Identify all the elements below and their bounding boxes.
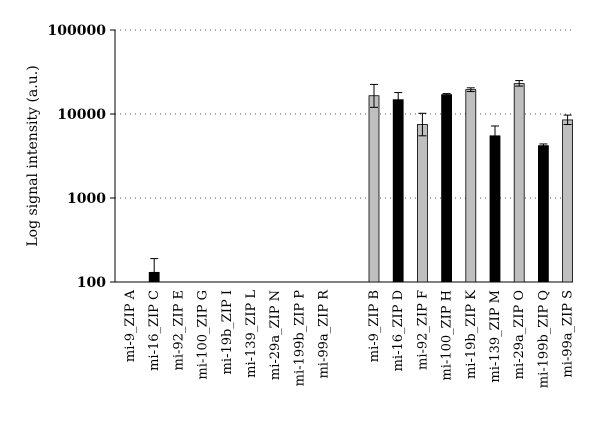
category-label: mi-19b_ZIP K	[464, 290, 479, 379]
y-axis-label: Log signal intensity (a.u.)	[25, 65, 41, 246]
bar	[513, 83, 525, 283]
y-ticks: 100 1000 10000 100000	[48, 23, 115, 291]
category-labels: mi-9_ZIP A mi-16_ZIP C mi-92_ZIP E mi-100_Z…	[123, 289, 576, 388]
category-label: mi-16_ZIP D	[391, 290, 406, 371]
bar	[441, 94, 453, 283]
y-tick-label: 10000	[57, 107, 106, 123]
bars	[148, 80, 573, 283]
category-label: mi-92_ZIP F	[415, 290, 430, 370]
category-label: mi-99a_ZIP S	[561, 290, 576, 378]
y-tick-label: 100000	[48, 23, 107, 39]
category-label: mi-29a_ZIP O	[512, 290, 527, 379]
bar	[368, 95, 380, 283]
category-label: mi-100_ZIP G	[196, 290, 211, 380]
category-label: mi-92_ZIP E	[171, 290, 186, 370]
category-label: mi-100_ZIP H	[440, 290, 455, 381]
bar	[562, 119, 573, 283]
bar	[392, 99, 404, 283]
category-label: mi-9_ZIP B	[367, 290, 382, 362]
category-label: mi-199b_ZIP P	[292, 290, 307, 387]
bar	[538, 145, 549, 283]
bar	[489, 135, 501, 283]
bar	[416, 124, 428, 283]
y-tick-label: 1000	[67, 191, 106, 207]
category-label: mi-139_ZIP M	[488, 290, 503, 383]
category-label: mi-199b_ZIP Q	[536, 290, 551, 388]
category-label: mi-16_ZIP C	[147, 290, 162, 371]
y-tick-label: 100	[77, 275, 106, 291]
bar	[148, 272, 160, 283]
category-label: mi-99a_ZIP R	[317, 289, 332, 379]
category-label: mi-19b_ZIP I	[220, 290, 235, 374]
bar	[465, 89, 477, 283]
gridlines	[115, 29, 573, 199]
category-label: mi-29a_ZIP N	[268, 290, 283, 380]
category-label: mi-9_ZIP A	[123, 289, 138, 362]
category-label: mi-139_ZIP L	[244, 290, 259, 378]
